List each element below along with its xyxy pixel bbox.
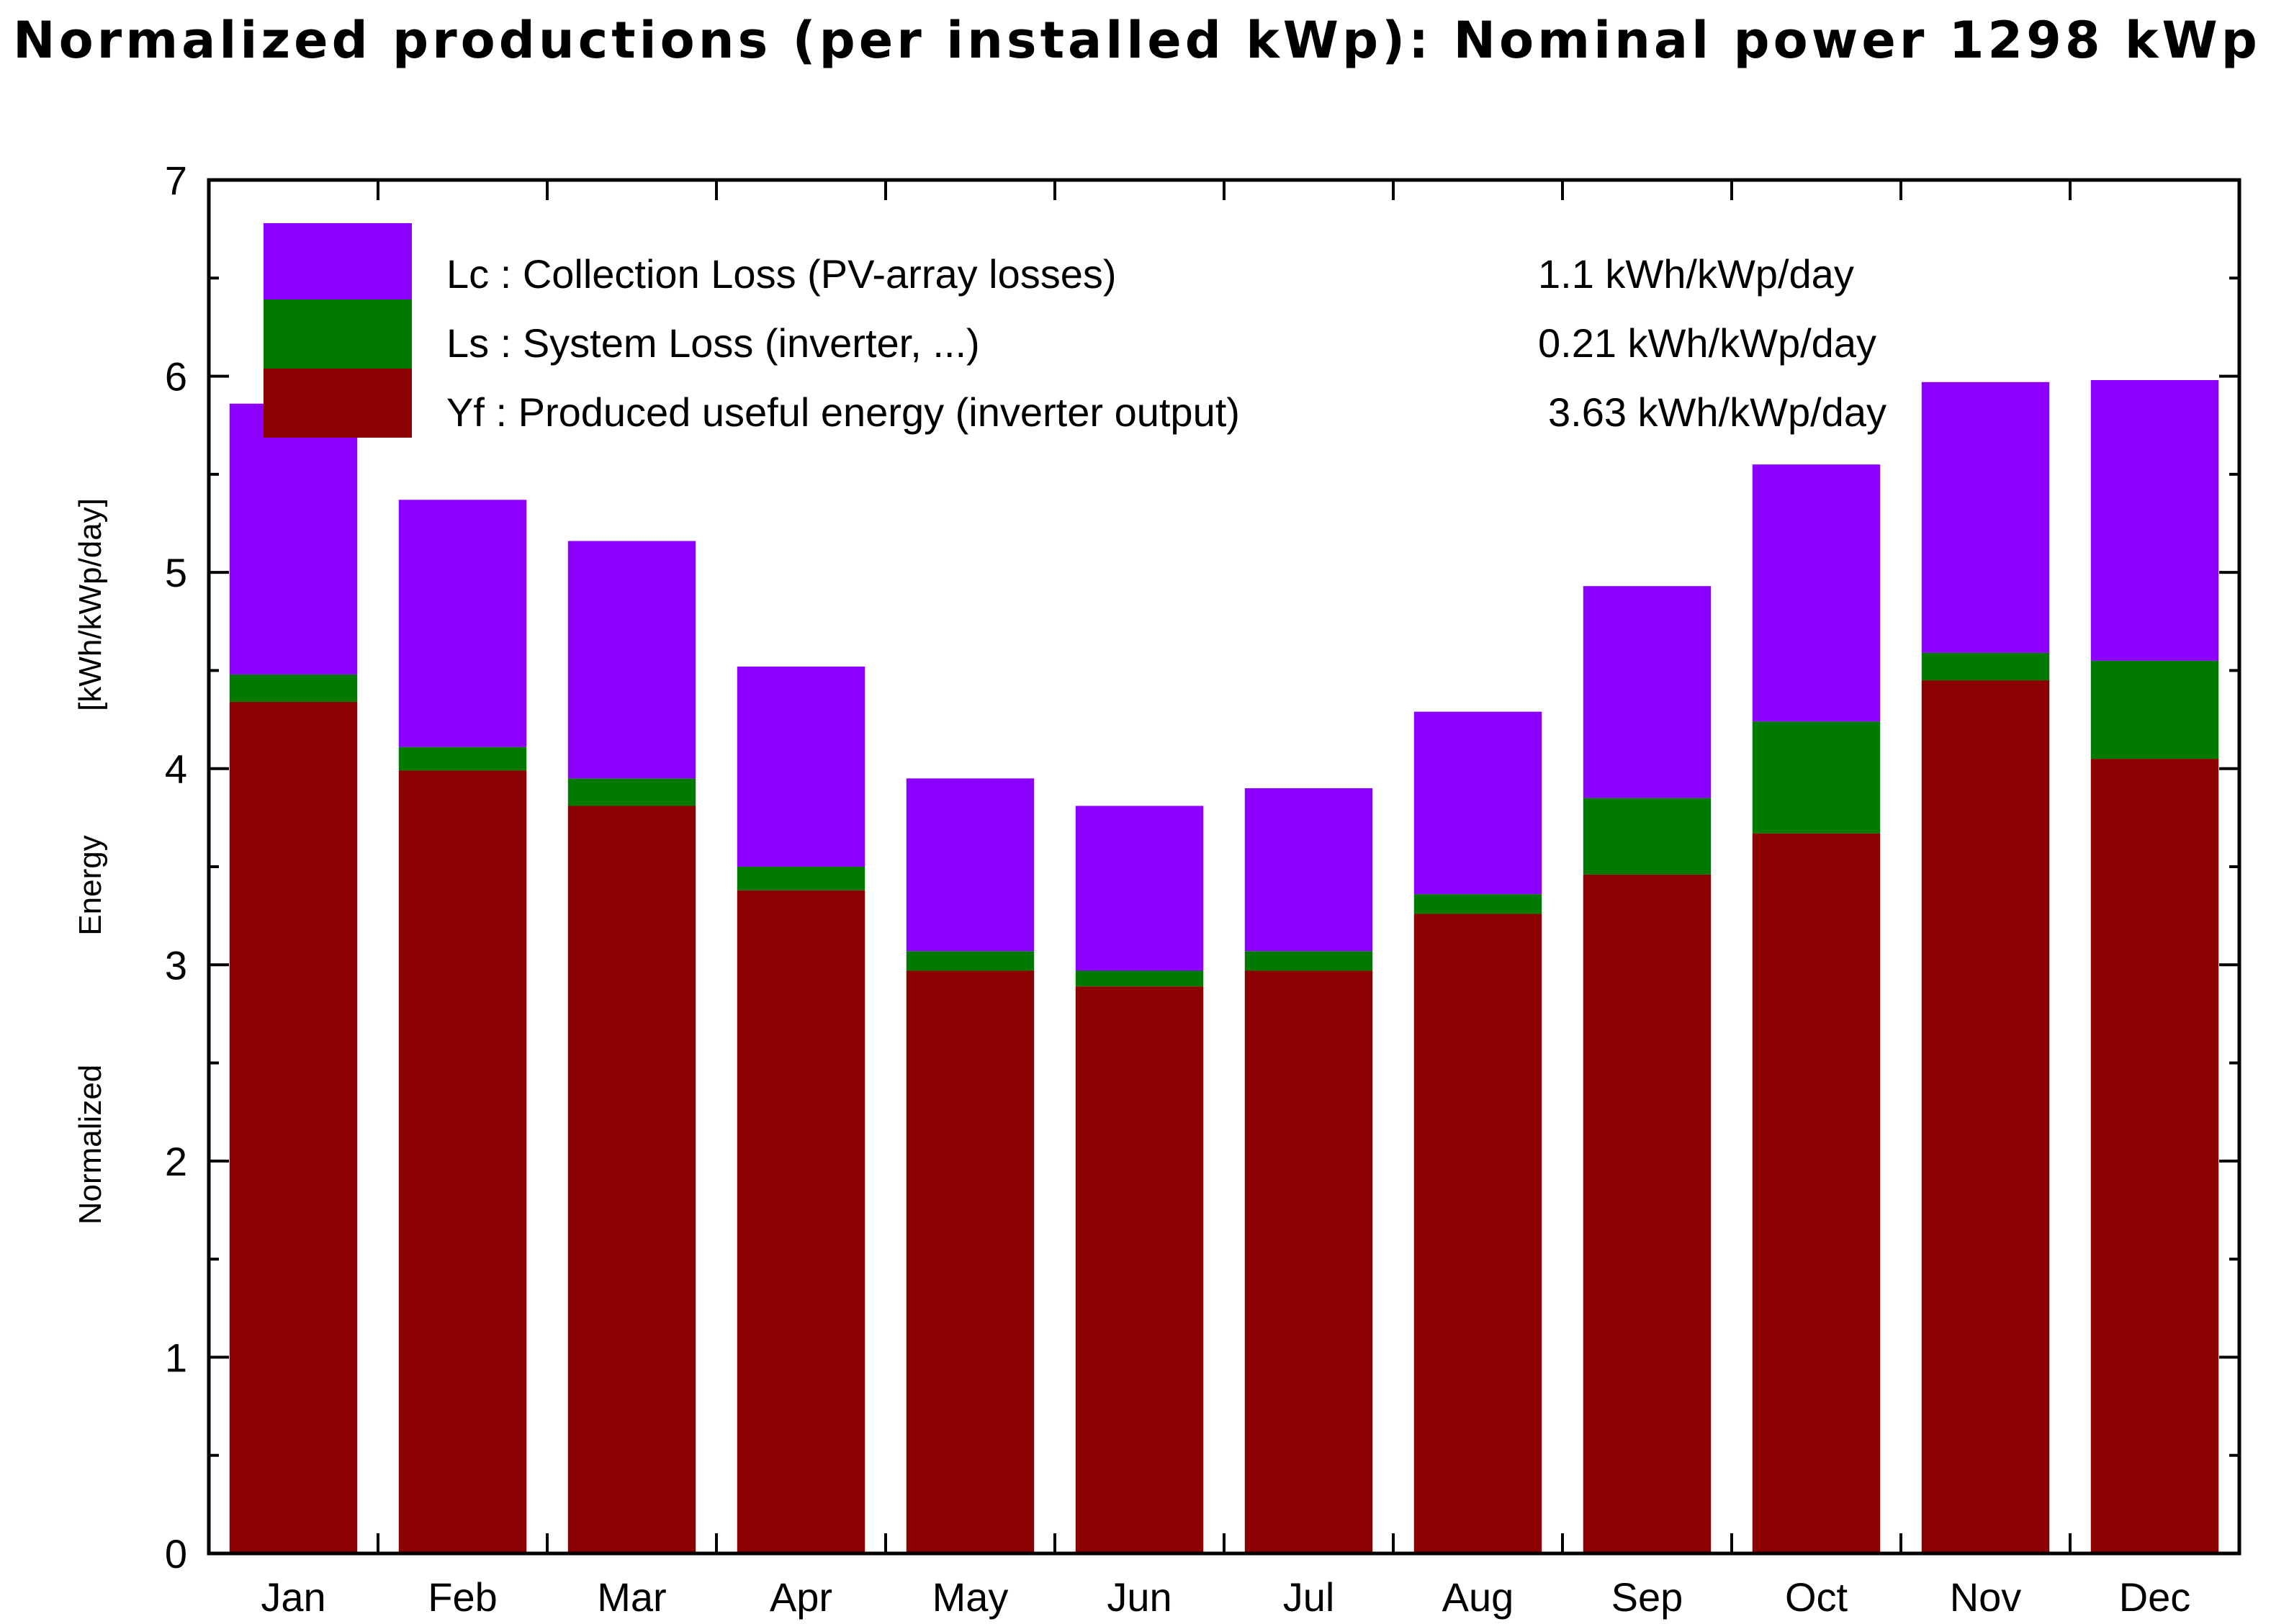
bar-ls-jan [229,674,358,703]
y-axis-label: Normalized Energy [kWh/kWp/day] [73,498,108,1224]
bar-lc-mar [567,541,696,779]
bar-ls-may [906,951,1035,971]
bar-ls-mar [567,778,696,806]
bar-lc-aug [1413,711,1542,895]
y-tick-label: 1 [165,1335,187,1380]
legend-label-ls: Ls : System Loss (inverter, ...) [446,320,980,366]
bar-ls-jun [1075,970,1204,987]
y-axis-label-normalized: Normalized [73,1065,108,1225]
legend-value-yf: 3.63 kWh/kWp/day [1548,389,1886,435]
bar-yf-jul [1244,970,1373,1553]
bar-ls-feb [398,746,527,771]
legend-value-lc: 1.1 kWh/kWp/day [1538,251,1854,297]
legend-label-yf: Yf : Produced useful energy (inverter ou… [446,389,1240,435]
bar-yf-apr [737,890,865,1553]
bar-yf-aug [1413,914,1542,1553]
x-tick-label-nov: Nov [1950,1574,2022,1620]
bar-yf-oct [1752,833,1881,1553]
y-tick-label: 3 [165,942,187,988]
x-tick-label-aug: Aug [1442,1574,1514,1620]
bar-yf-mar [567,806,696,1553]
bar-yf-nov [1921,680,2050,1553]
x-tick-label-feb: Feb [428,1574,498,1620]
bar-lc-oct [1752,464,1881,722]
bar-ls-oct [1752,721,1881,834]
x-tick-label-jan: Jan [261,1574,325,1620]
x-tick-label-sep: Sep [1611,1574,1683,1620]
y-tick-label: 6 [165,354,187,400]
bar-yf-sep [1583,874,1712,1553]
bar-ls-apr [737,867,865,890]
x-tick-label-mar: Mar [597,1574,666,1620]
bar-lc-may [906,778,1035,952]
bar-lc-sep [1583,586,1712,798]
bar-lc-jan [229,403,358,675]
y-tick-label: 7 [165,158,187,203]
bar-yf-jun [1075,986,1204,1553]
x-tick-label-oct: Oct [1785,1574,1848,1620]
bars-layer [229,380,2219,1553]
legend-value-ls: 0.21 kWh/kWp/day [1538,320,1876,366]
bar-ls-nov [1921,652,2050,681]
x-tick-label-jul: Jul [1283,1574,1335,1620]
legend: Lc : Collection Loss (PV-array losses) L… [264,223,1886,438]
y-tick-label: 4 [165,746,187,792]
y-axis-label-energy: Energy [73,835,108,935]
y-tick-label: 0 [165,1531,187,1576]
x-tick-label-dec: Dec [2119,1574,2191,1620]
x-tick-label-apr: Apr [770,1574,832,1620]
bar-ls-jul [1244,951,1373,971]
y-tick-label: 5 [165,550,187,595]
ticks-layer: 0 1 2 3 4 5 6 7 Jan Feb Mar Apr May Jun Jul Aug Sep Oct No… [165,158,2241,1620]
plot-frame [207,178,2241,1556]
bar-lc-jun [1075,806,1204,971]
legend-swatch-lc [264,223,412,299]
bar-yf-may [906,970,1035,1553]
bar-ls-aug [1413,894,1542,914]
bar-lc-feb [398,500,527,747]
legend-label-lc: Lc : Collection Loss (PV-array losses) [446,251,1117,297]
bar-lc-apr [737,666,865,867]
bar-lc-jul [1244,788,1373,952]
bar-lc-nov [1921,382,2050,653]
x-tick-label-may: May [932,1574,1009,1620]
bar-ls-sep [1583,798,1712,875]
bar-lc-dec [2090,380,2219,661]
bar-yf-jan [229,702,358,1553]
bar-yf-dec [2090,759,2219,1553]
y-axis-label-units: [kWh/kWp/day] [73,498,108,711]
bar-yf-feb [398,770,527,1553]
bar-ls-dec [2090,660,2219,759]
x-tick-label-jun: Jun [1107,1574,1172,1620]
legend-swatch-ls [264,299,412,369]
legend-swatch-yf [264,369,412,438]
y-tick-label: 2 [165,1139,187,1184]
chart-title: Normalized productions (per installed kW… [13,11,2261,70]
